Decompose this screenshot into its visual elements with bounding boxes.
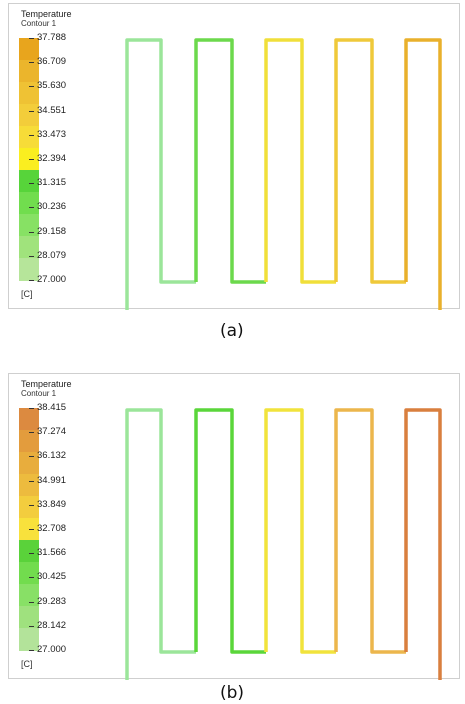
legend-color-segment [19, 236, 39, 259]
legend-subtitle: Contour 1 [21, 19, 57, 28]
legend-level-label: 30.236 [37, 201, 67, 213]
legend-unit: [C] [21, 659, 33, 669]
legend-tick [29, 553, 34, 555]
legend-tick [29, 280, 34, 281]
legend-tick [29, 529, 34, 530]
channel-loop [194, 408, 266, 654]
legend-level-label: 29.283 [37, 595, 67, 607]
legend-color-segment [19, 562, 39, 585]
legend-level-label: 36.132 [37, 450, 67, 462]
channel-loop [264, 38, 336, 284]
serpentine-channel-plot [125, 38, 442, 310]
legend-tick [29, 625, 34, 627]
legend-color-segment [19, 82, 39, 105]
channel-loop [334, 408, 406, 654]
legend-color-segment [19, 474, 39, 497]
legend-color-segment [19, 408, 39, 431]
legend-level-label: 38.415 [37, 402, 67, 413]
legend-level-label: 31.315 [37, 177, 67, 189]
contour-panel-b: Temperature Contour 1 [C] 38.415 37.274 36… [8, 373, 460, 680]
legend-color-segment [19, 584, 39, 607]
legend-level-label: 34.991 [37, 474, 67, 486]
legend-color-segment [19, 104, 39, 127]
legend-unit: [C] [21, 289, 33, 299]
legend-level-label: 35.630 [37, 80, 67, 92]
legend-colorbar [19, 38, 39, 281]
legend-tick [29, 408, 34, 409]
serpentine-channel-plot [125, 408, 442, 680]
legend-color-segment [19, 430, 39, 453]
legend-color-segment [19, 258, 39, 281]
channel-loop [264, 408, 336, 654]
legend-tick [29, 231, 34, 233]
channel-loop [194, 38, 266, 284]
legend-title: Temperature [21, 379, 72, 389]
legend-color-segment [19, 126, 39, 149]
legend-tick [29, 62, 34, 64]
legend-level-label: 27.000 [37, 274, 67, 285]
legend-tick [29, 650, 34, 651]
legend-color-segment [19, 192, 39, 215]
legend-color-segment [19, 628, 39, 651]
legend-tick [29, 183, 34, 185]
contour-panel-a: Temperature Contour 1 [C] 37.788 36.709 35… [8, 3, 460, 310]
legend-level-label: 36.709 [37, 56, 67, 68]
legend-level-label: 32.708 [37, 523, 67, 534]
legend-level-label: 27.000 [37, 644, 67, 655]
legend-tick [29, 134, 34, 136]
legend-level-label: 28.079 [37, 249, 67, 261]
legend-level-label: 37.788 [37, 32, 67, 43]
channel-loop [404, 38, 442, 310]
legend-tick [29, 38, 34, 39]
legend-level-label: 30.425 [37, 571, 67, 583]
legend-tick [29, 480, 34, 482]
legend-level-label: 34.551 [37, 104, 67, 116]
legend-tick [29, 601, 34, 603]
legend-color-segment [19, 606, 39, 629]
legend-title: Temperature [21, 9, 72, 19]
legend-color-segment [19, 214, 39, 237]
legend-level-label: 33.473 [37, 128, 67, 140]
legend-color-segment [19, 452, 39, 475]
legend-tick [29, 432, 34, 434]
legend-tick [29, 207, 34, 209]
legend-color-segment [19, 496, 39, 519]
legend-color-segment [19, 60, 39, 83]
channel-loop [404, 408, 442, 680]
legend-tick [29, 86, 34, 88]
channel-loop [125, 38, 196, 310]
legend-tick [29, 456, 34, 458]
legend-color-segment [19, 540, 39, 563]
legend-tick [29, 159, 34, 160]
legend-colorbar [19, 408, 39, 651]
channel-loop [334, 38, 406, 284]
legend-tick [29, 255, 34, 257]
caption-a: (a) [220, 321, 244, 341]
legend-level-label: 33.849 [37, 498, 67, 510]
legend-level-label: 37.274 [37, 426, 67, 438]
legend-tick [29, 577, 34, 579]
legend-color-segment [19, 38, 39, 61]
legend-subtitle: Contour 1 [21, 389, 57, 398]
legend-level-label: 32.394 [37, 153, 67, 164]
legend-color-segment [19, 170, 39, 193]
legend-level-label: 31.566 [37, 547, 67, 559]
caption-b: (b) [220, 683, 245, 703]
legend-tick [29, 110, 34, 112]
channel-loop [125, 408, 196, 680]
legend-tick [29, 504, 34, 506]
legend-level-label: 28.142 [37, 619, 67, 631]
legend-level-label: 29.158 [37, 225, 67, 237]
